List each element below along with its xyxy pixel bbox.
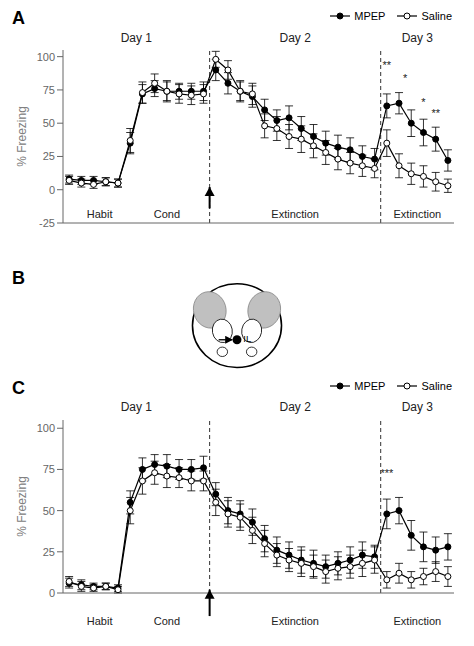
html-text:A: A <box>12 8 25 28</box>
html-text:MPEP: MPEP <box>354 10 386 22</box>
svg-text:100: 100 <box>37 51 55 63</box>
svg-text:50: 50 <box>43 505 55 517</box>
svg-text:IL: IL <box>243 333 251 344</box>
svg-text:Extinction: Extinction <box>271 615 319 627</box>
svg-text:**: ** <box>383 59 392 71</box>
svg-text:75: 75 <box>43 463 55 475</box>
svg-text:Extinction: Extinction <box>393 208 441 220</box>
svg-text:Cond: Cond <box>154 208 180 220</box>
svg-text:25: 25 <box>43 150 55 162</box>
svg-text:Day 3: Day 3 <box>402 31 434 45</box>
svg-text:Day 1: Day 1 <box>121 31 153 45</box>
svg-text:**: ** <box>431 107 440 119</box>
svg-text:0: 0 <box>49 184 55 196</box>
svg-text:Habit: Habit <box>87 615 113 627</box>
svg-text:Day 3: Day 3 <box>402 400 434 414</box>
svg-text:% Freezing: % Freezing <box>15 106 29 167</box>
html-text:MPEP: MPEP <box>354 380 386 392</box>
svg-text:50: 50 <box>43 117 55 129</box>
svg-text:-25: -25 <box>39 217 55 229</box>
svg-text:Habit: Habit <box>87 208 113 220</box>
svg-text:Extinction: Extinction <box>393 615 441 627</box>
svg-text:*: * <box>421 96 426 108</box>
svg-text:Day 2: Day 2 <box>279 31 311 45</box>
svg-text:*: * <box>403 72 408 84</box>
svg-text:***: *** <box>380 467 394 479</box>
svg-text:0: 0 <box>49 587 55 599</box>
svg-text:Extinction: Extinction <box>271 208 319 220</box>
html-text:Saline: Saline <box>421 10 452 22</box>
svg-text:25: 25 <box>43 546 55 558</box>
html-text:Saline: Saline <box>421 380 452 392</box>
html-text:C: C <box>12 378 25 398</box>
svg-text:% Freezing: % Freezing <box>15 476 29 537</box>
svg-text:100: 100 <box>37 422 55 434</box>
svg-text:Day 1: Day 1 <box>121 400 153 414</box>
svg-text:Cond: Cond <box>154 615 180 627</box>
svg-text:Day 2: Day 2 <box>279 400 311 414</box>
html-text:B: B <box>12 268 25 288</box>
svg-text:75: 75 <box>43 84 55 96</box>
